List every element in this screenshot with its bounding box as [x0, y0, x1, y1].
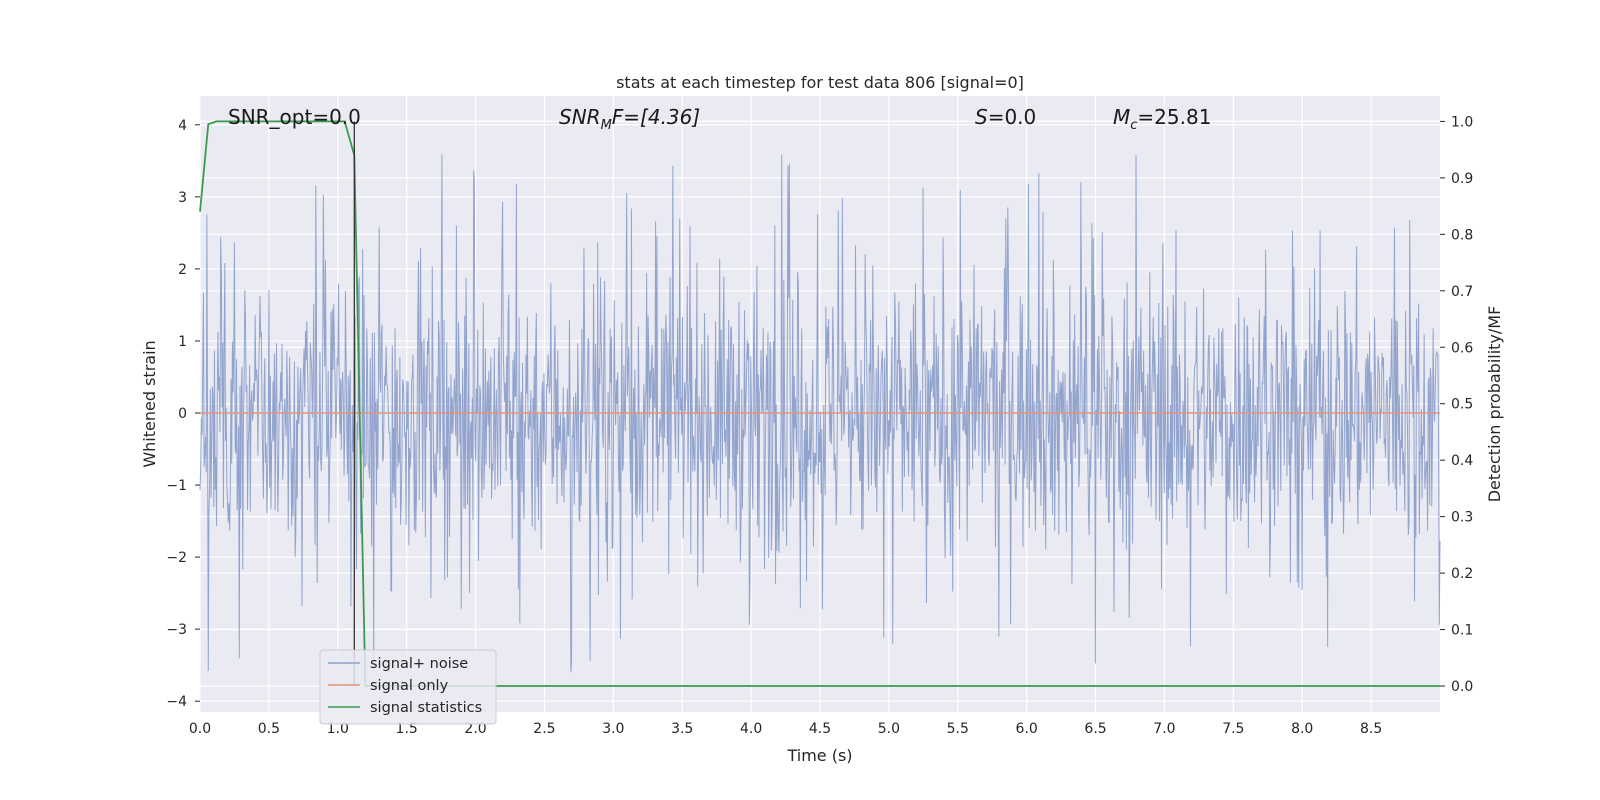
x-tick-label: 8.5	[1360, 721, 1382, 737]
y2-tick-label: 0.9	[1451, 171, 1473, 187]
annotation-s: S=0.0	[975, 105, 1036, 129]
y2-tick-label: 0.4	[1451, 453, 1473, 469]
x-tick-label: 0.5	[258, 721, 280, 737]
x-tick-label: 7.5	[1222, 721, 1244, 737]
y-tick-label: −4	[166, 694, 187, 710]
grid-lines	[199, 96, 1440, 712]
annotation-mc: Mc=25.81	[1113, 105, 1211, 133]
y-tick-label: 0	[178, 406, 187, 422]
signal-noise-line	[199, 154, 1441, 673]
x-tick-label: 8.0	[1291, 721, 1313, 737]
x-axis-ticks: 0.0 0.5 1.0 1.5 2.0 2.5 3.0 3.5 4.0 4.5 5.0 5.5 6.0 6…	[189, 721, 1382, 737]
y2-tick-label: 0.1	[1451, 623, 1473, 639]
x-tick-label: 6.0	[1016, 721, 1038, 737]
y-tick-label: 3	[178, 190, 187, 206]
legend-box	[319, 649, 497, 725]
x-tick-label: 3.0	[602, 721, 624, 737]
x-tick-label: 2.0	[464, 721, 486, 737]
x-tick-label: 4.5	[809, 721, 831, 737]
x-tick-label: 6.5	[1084, 721, 1106, 737]
legend-label-signal-only: signal only	[370, 678, 449, 694]
x-tick-label: 0.0	[189, 721, 211, 737]
x-tick-label: 5.0	[878, 721, 900, 737]
legend-label-signal-statistics: signal statistics	[370, 700, 482, 716]
legend: signal+ noise signal only signal statist…	[319, 649, 497, 725]
y2-tick-label: 0.2	[1451, 566, 1473, 582]
y2-axis-ticks: 1.0 0.9 0.8 0.7 0.6 0.5 0.4 0.3 0.2 0.1 0.0	[1440, 114, 1473, 695]
annotation-snr-opt: SNR_opt=0.0	[228, 105, 361, 129]
annotation-snr-mf: SNRMF=[4.36]	[559, 105, 700, 133]
chart-title: stats at each timestep for test data 806…	[616, 73, 1024, 92]
y-axis-ticks: 4 3 2 1 0 −1 −2 −3 −4	[166, 118, 200, 710]
signal-noise-series	[199, 154, 1441, 673]
y2-tick-label: 0.3	[1451, 510, 1473, 526]
y-tick-label: 2	[178, 262, 187, 278]
y-tick-label: −2	[166, 550, 187, 566]
x-tick-label: 5.5	[947, 721, 969, 737]
y2-tick-label: 0.8	[1451, 227, 1473, 243]
x-tick-label: 3.5	[671, 721, 693, 737]
x-tick-label: 7.0	[1153, 721, 1175, 737]
legend-label-signal-noise: signal+ noise	[370, 656, 468, 672]
y2-tick-label: 0.0	[1451, 679, 1473, 695]
y2-tick-label: 0.7	[1451, 284, 1473, 300]
y2-tick-label: 0.5	[1451, 397, 1473, 413]
y2-tick-label: 0.6	[1451, 340, 1473, 356]
y-tick-label: −1	[166, 478, 187, 494]
y-axis-label: Whitened strain	[140, 340, 159, 467]
x-axis-label: Time (s)	[786, 746, 852, 765]
y-tick-label: −3	[166, 622, 187, 638]
x-tick-label: 1.0	[327, 721, 349, 737]
x-tick-label: 1.5	[396, 721, 418, 737]
x-tick-label: 2.5	[533, 721, 555, 737]
y2-tick-label: 1.0	[1451, 114, 1473, 130]
y2-axis-label: Detection probability/MF	[1485, 306, 1504, 503]
x-tick-label: 4.0	[740, 721, 762, 737]
y-tick-label: 1	[178, 334, 187, 350]
y-tick-label: 4	[178, 118, 187, 134]
